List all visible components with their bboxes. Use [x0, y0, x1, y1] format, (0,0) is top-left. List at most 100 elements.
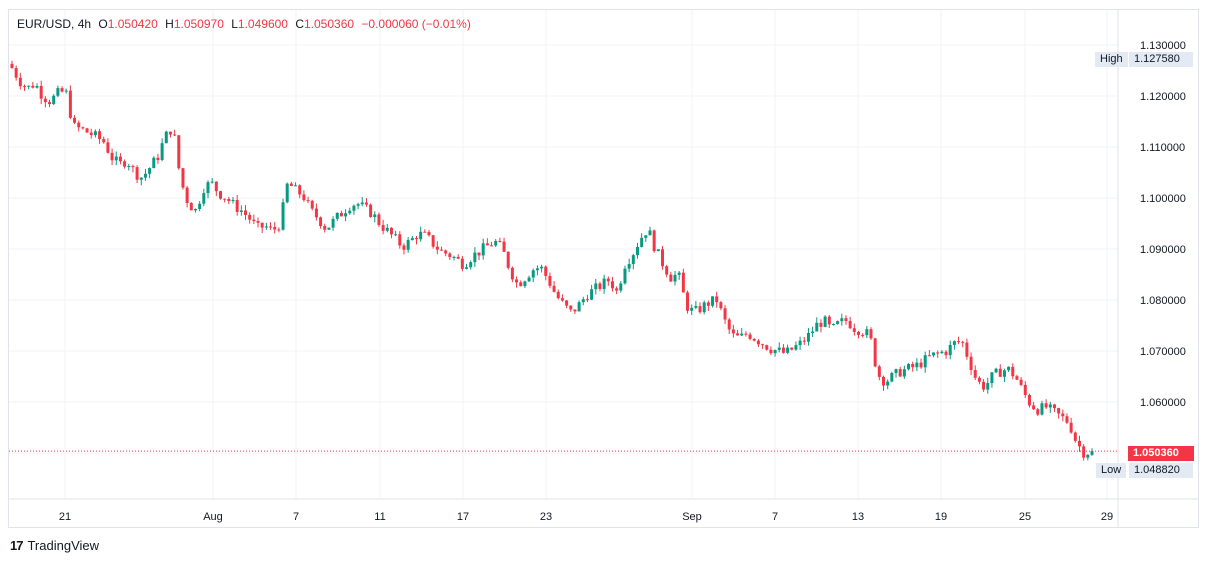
candle-body — [152, 157, 156, 169]
candle-body — [306, 200, 310, 202]
candle-body — [902, 369, 906, 377]
candle-body — [123, 161, 127, 167]
candle-body — [273, 227, 277, 230]
candle-body — [994, 368, 998, 373]
candle-body — [711, 296, 715, 306]
y-tick-label: 1.060000 — [1140, 397, 1186, 409]
candle-body — [948, 344, 952, 356]
candle-body — [164, 131, 168, 144]
candle-body — [160, 143, 164, 160]
candle-body — [765, 345, 769, 350]
candle-body — [1040, 403, 1044, 415]
candle-body — [490, 245, 494, 247]
candle-body — [652, 230, 656, 252]
candle-body — [302, 194, 306, 201]
x-tick-label: Aug — [203, 511, 223, 523]
candle-body — [389, 227, 393, 235]
candle-body — [698, 306, 702, 313]
candle-body — [890, 372, 894, 382]
candle-body — [573, 309, 577, 312]
candle-body — [610, 281, 614, 289]
candle-body — [719, 302, 723, 309]
candle-body — [494, 241, 498, 246]
candle-body — [873, 338, 877, 367]
legend-close: 1.050360 — [304, 17, 355, 31]
legend-open-label: O — [98, 17, 108, 31]
candle-body — [552, 285, 556, 292]
candle-body — [173, 134, 177, 136]
candle-body — [973, 370, 977, 378]
candle-body — [848, 321, 852, 329]
x-tick-label: 13 — [852, 511, 864, 523]
candle-body — [402, 245, 406, 250]
x-tick-label: 11 — [374, 511, 385, 523]
candle-body — [127, 166, 131, 168]
x-tick-label: 21 — [59, 511, 71, 523]
candle-body — [31, 85, 35, 88]
candle-body — [327, 227, 331, 230]
candle-body — [469, 262, 473, 268]
candle-body — [344, 213, 348, 217]
candle-body — [481, 243, 485, 256]
candle-body — [982, 381, 986, 390]
candle-body — [544, 266, 548, 276]
candle-body — [1044, 403, 1048, 408]
candle-body — [452, 256, 456, 258]
candle-body — [852, 328, 856, 332]
candle-body — [281, 202, 285, 230]
candle-body — [811, 331, 815, 334]
candle-body — [289, 183, 293, 187]
candle-body — [356, 204, 360, 206]
candle-body — [85, 128, 89, 133]
legend-symbol: EUR/USD — [17, 17, 72, 31]
candle-body — [656, 249, 660, 252]
legend-interval: 4h — [77, 17, 92, 31]
candle-body — [202, 193, 206, 204]
candle-body — [923, 355, 927, 368]
candle-body — [135, 167, 139, 180]
candle-body — [585, 299, 589, 301]
candle-body — [414, 238, 418, 240]
candle-body — [686, 292, 690, 311]
candle-body — [919, 362, 923, 368]
tradingview-brand[interactable]: 17 TradingView — [10, 538, 99, 553]
candle-body — [619, 283, 623, 291]
candle-body — [473, 252, 477, 263]
candle-body — [907, 364, 911, 370]
candle-body — [631, 255, 635, 265]
candle-body — [339, 212, 343, 217]
candle-body — [786, 347, 790, 353]
candle-body — [398, 234, 402, 246]
candle-body — [260, 222, 264, 228]
candle-body — [277, 229, 281, 231]
candle-body — [560, 298, 564, 301]
candle-body — [410, 238, 414, 241]
low-marker-value: 1.048820 — [1129, 463, 1193, 478]
candle-body — [373, 214, 377, 218]
candle-body — [515, 279, 519, 283]
candle-body — [39, 85, 43, 99]
candle-body — [298, 185, 302, 195]
candle-body — [1027, 395, 1031, 406]
candle-body — [110, 152, 114, 161]
candle-body — [957, 341, 961, 343]
candle-body — [690, 307, 694, 311]
ohlc-legend: EUR/USD, 4h O1.050420 H1.050970 L1.04960… — [17, 17, 471, 31]
candle-body — [456, 256, 460, 259]
last-price-tag: 1.050360 — [1128, 446, 1194, 461]
candle-body — [314, 208, 318, 218]
candle-body — [56, 88, 60, 96]
candle-body — [460, 258, 464, 269]
candle-body — [669, 274, 673, 282]
candle-body — [227, 198, 231, 202]
candle-body — [477, 252, 481, 256]
candle-body — [702, 302, 706, 313]
candle-body — [565, 300, 569, 306]
candle-body — [193, 209, 197, 211]
candle-body — [752, 338, 756, 341]
candle-body — [1036, 409, 1040, 415]
candle-body — [531, 270, 535, 278]
candle-body — [10, 63, 14, 69]
candle-body — [1065, 416, 1069, 423]
